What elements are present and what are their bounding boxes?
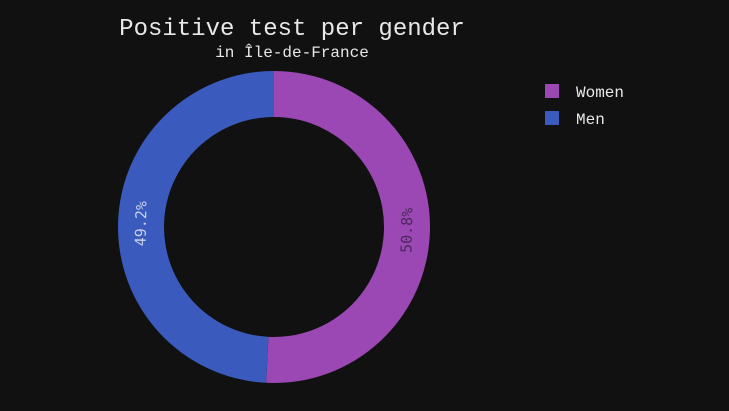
legend-swatch-women [545, 84, 559, 98]
slice-label-men: 49.2% [131, 201, 150, 247]
legend-swatch-men [545, 111, 559, 125]
donut-slices [117, 71, 430, 383]
slice-men[interactable] [117, 71, 274, 383]
legend-label-men: Men [576, 111, 605, 129]
chart-title: Positive test per gender [119, 16, 465, 43]
chart-subtitle: in Île-de-France [215, 43, 369, 62]
slice-label-women: 50.8% [397, 208, 416, 254]
slice-women[interactable] [266, 71, 430, 383]
legend-item-women[interactable]: Women [545, 84, 624, 102]
slice-labels: 50.8% 49.2% [131, 201, 416, 253]
legend-item-men[interactable]: Men [545, 111, 605, 129]
legend: Women Men [545, 84, 624, 129]
legend-label-women: Women [576, 84, 624, 102]
